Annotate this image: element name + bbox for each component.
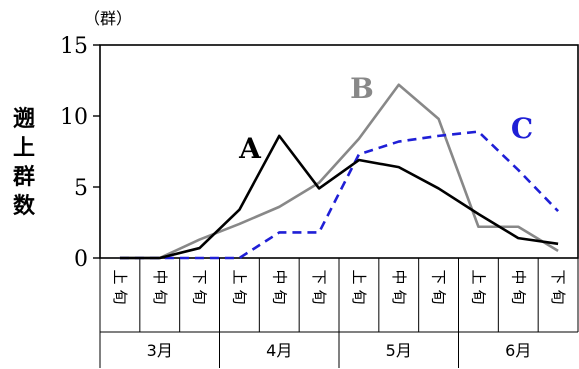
x-category-char: 旬 [390,289,408,304]
x-category-label: 下旬 [310,269,328,304]
x-category-char: 旬 [430,289,448,304]
x-category-char: 下 [549,269,567,284]
x-category-char: 旬 [350,289,368,304]
y-axis-title-char: 群 [13,164,35,190]
x-month-label: 3月 [147,341,173,360]
x-category-char: 旬 [151,289,169,304]
x-category-label: 中旬 [151,269,169,304]
x-category-label: 中旬 [509,269,527,304]
x-category-char: 中 [151,269,169,284]
series-line-c [119,130,560,260]
y-axis-title-char: 遡 [13,106,35,132]
y-tick-label: 15 [60,34,88,59]
x-category-char: 上 [111,269,129,284]
series-label-a: A [238,132,262,165]
x-category-label: 上旬 [230,269,248,304]
x-month-label: 5月 [386,341,412,360]
x-category-label: 中旬 [390,269,408,304]
y-tick-label: 0 [74,247,88,272]
x-category-char: 旬 [310,289,328,304]
x-category-label: 上旬 [469,269,487,304]
x-category-char: 中 [390,269,408,284]
y-tick-label: 5 [74,176,88,201]
x-category-char: 上 [469,269,487,284]
x-category-char: 下 [430,269,448,284]
x-category-char: 旬 [111,289,129,304]
x-category-char: 旬 [549,289,567,304]
x-category-char: 上 [350,269,368,284]
x-category-char: 上 [230,269,248,284]
x-category-char: 旬 [270,289,288,304]
x-category-char: 旬 [191,289,209,304]
series-labels: A B C [238,72,533,165]
x-category-char: 中 [509,269,527,284]
y-axis-ticks: 0 5 10 15 [60,34,100,272]
x-category-label: 下旬 [549,269,567,304]
y-axis-title-char: 上 [13,136,35,161]
x-category-char: 中 [270,269,288,284]
y-tick-label: 10 [60,105,88,130]
series-line-b [119,83,559,260]
x-category-label: 下旬 [430,269,448,304]
x-category-label: 下旬 [191,269,209,304]
x-month-label: 6月 [505,341,531,360]
x-category-char: 旬 [469,289,487,304]
x-category-char: 下 [191,269,209,284]
y-axis-unit: （群） [84,9,132,28]
series-line-a [119,134,559,260]
x-category-label: 上旬 [111,269,129,304]
series-lines [119,83,560,260]
x-category-char: 旬 [509,289,527,304]
series-label-c: C [511,112,533,145]
x-month-label: 4月 [266,341,292,360]
y-axis-title-char: 数 [13,193,36,219]
x-category-char: 下 [310,269,328,284]
series-label-b: B [350,72,374,105]
x-category-label: 中旬 [270,269,288,304]
x-category-label: 上旬 [350,269,368,304]
x-category-char: 旬 [230,289,248,304]
